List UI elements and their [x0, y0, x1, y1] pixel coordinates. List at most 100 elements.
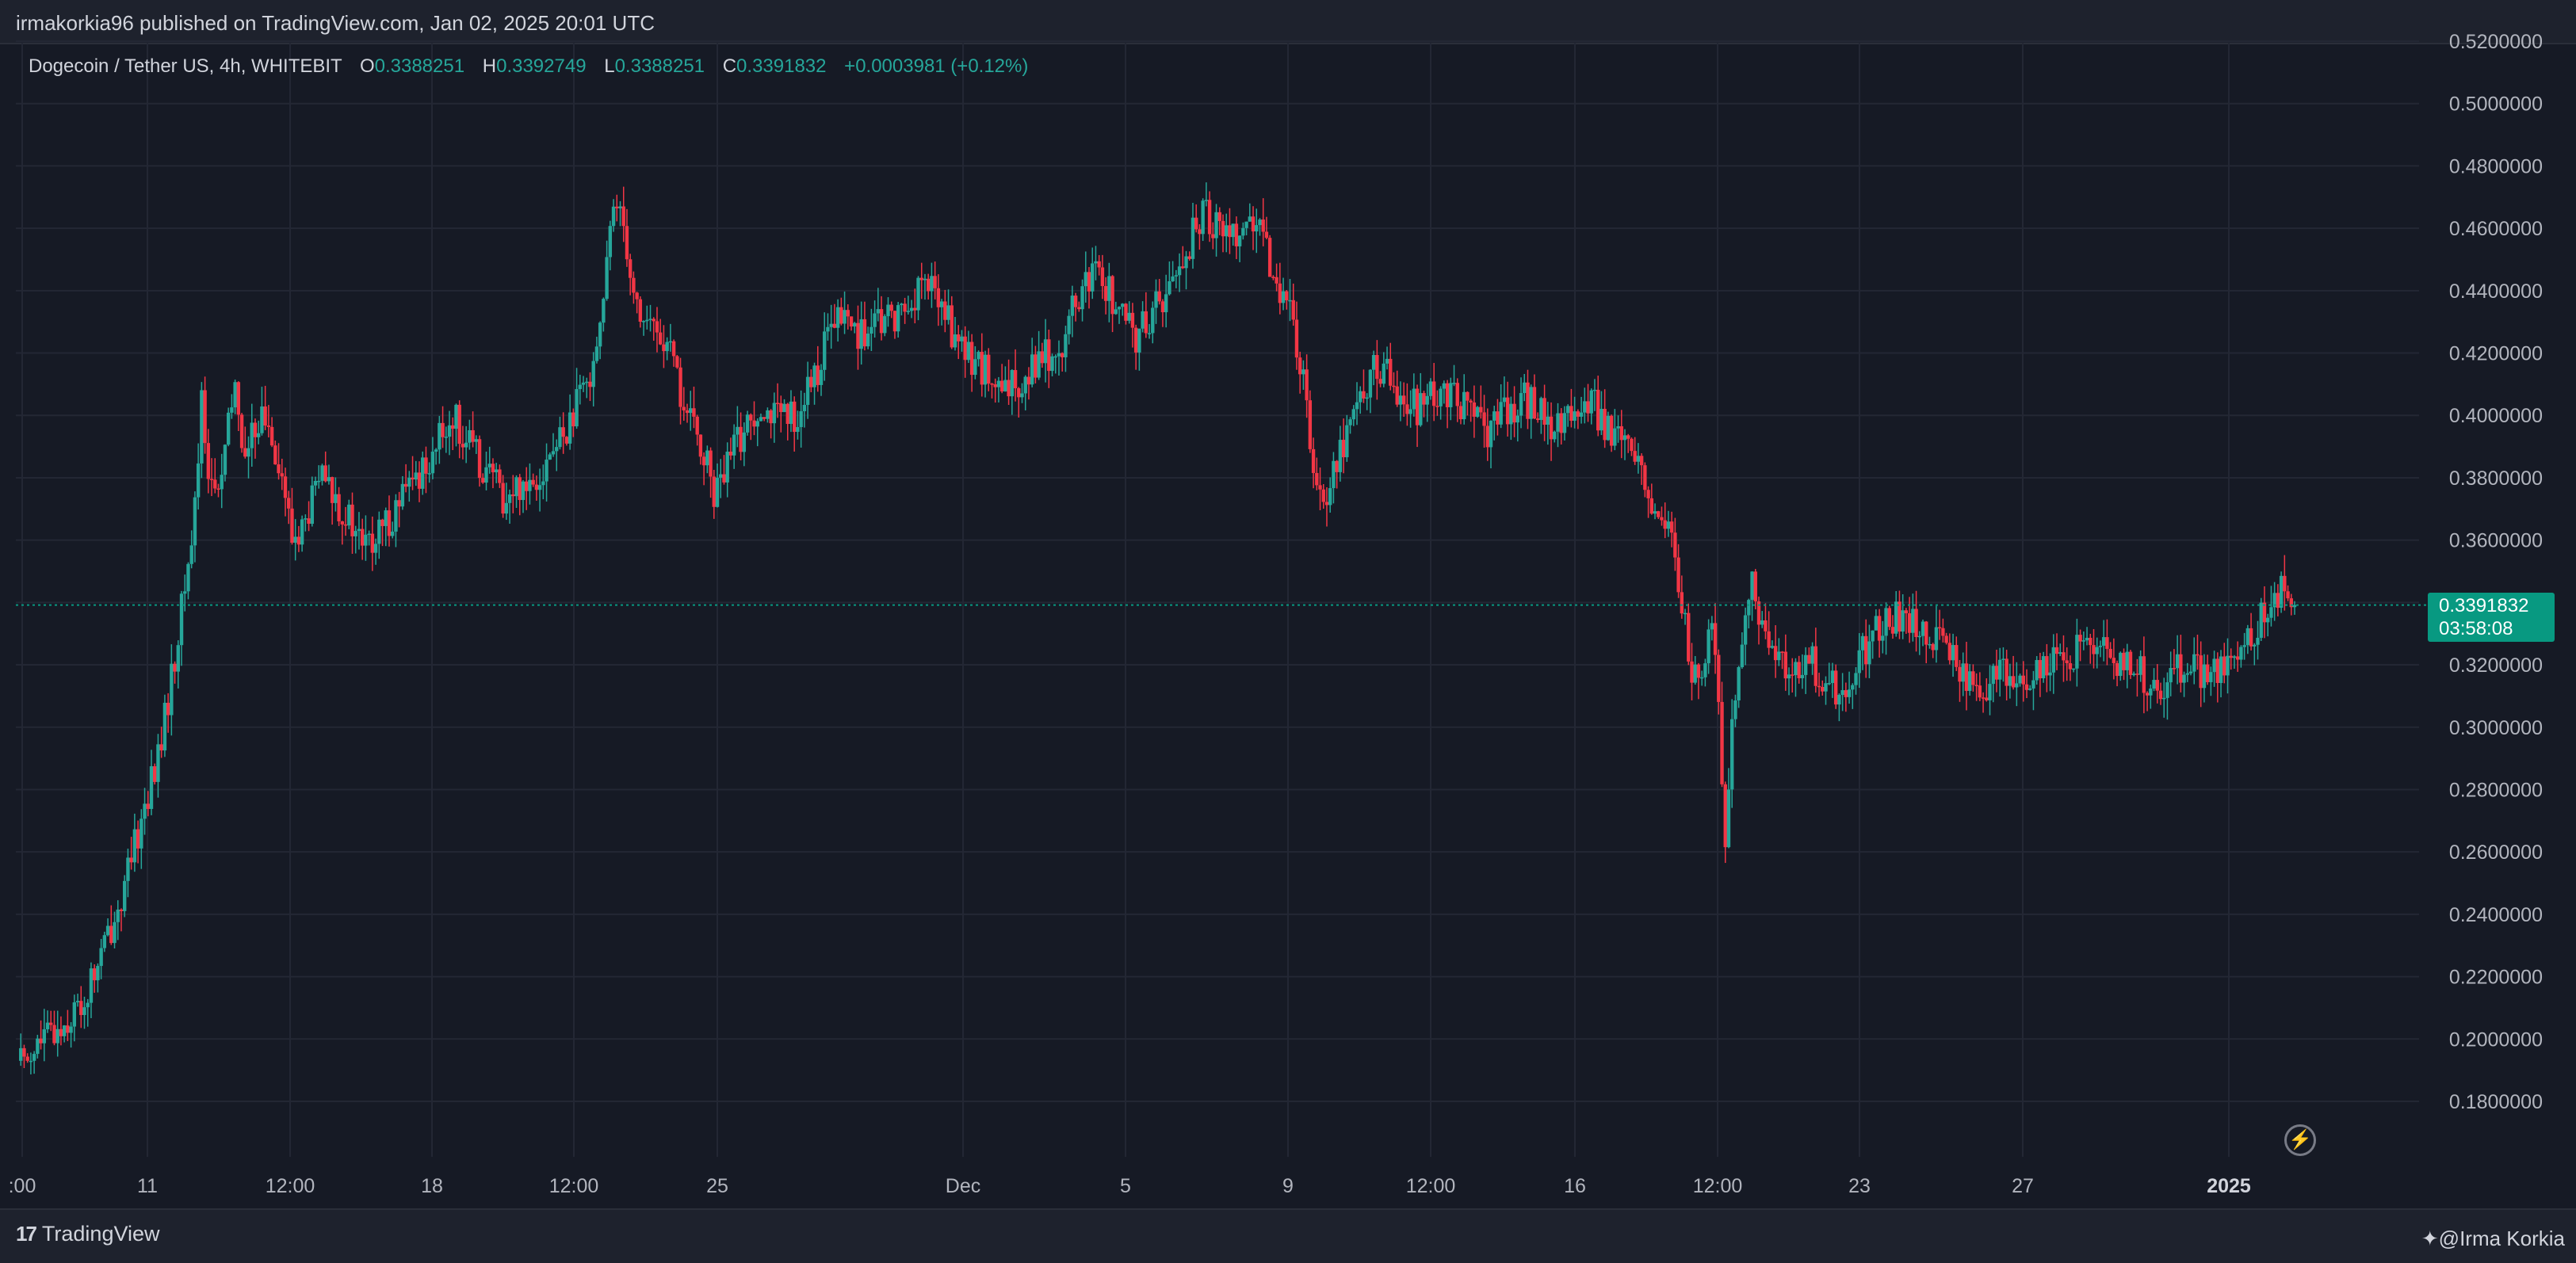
candle-body [116, 909, 120, 922]
high-value: 0.3392749 [496, 55, 587, 77]
candle-body [1693, 664, 1697, 683]
candle [2205, 654, 2210, 685]
candle [1489, 420, 1493, 469]
candle [762, 417, 766, 422]
candle [695, 414, 699, 446]
candle-body [2232, 656, 2237, 658]
candle [273, 441, 277, 465]
candle [1549, 402, 1554, 461]
candle [1699, 670, 1704, 686]
candle [1234, 216, 1239, 260]
candle-body [2289, 598, 2293, 608]
candlestick-chart[interactable]: 0.5200000 0.5000000 0.4800000 0.4600000 0.44… [0, 0, 2576, 1208]
candle-body [839, 307, 843, 324]
candle-body [1479, 406, 1483, 413]
candle [829, 304, 833, 349]
candle-body [1237, 235, 1242, 246]
candle-body [1589, 390, 1593, 414]
candle-body [487, 464, 491, 467]
candle [75, 994, 80, 1007]
candle-body [1710, 623, 1714, 630]
candle [2092, 628, 2096, 669]
candle-body [1502, 397, 1507, 403]
x-tick-label: 25 [706, 1175, 728, 1197]
candle [1770, 640, 1775, 649]
candle-body [1978, 685, 1982, 698]
candle-body [2128, 651, 2133, 675]
candle-body [2095, 647, 2099, 654]
candle-body [1907, 613, 1912, 633]
candle-body [715, 477, 720, 507]
candle [1603, 389, 1607, 448]
candle-body [1928, 643, 1932, 646]
candle-body [387, 510, 392, 536]
lightning-icon[interactable]: ⚡ [2284, 1124, 2316, 1156]
candle-body [1529, 387, 1533, 419]
candle [287, 490, 291, 525]
candle [1147, 323, 1152, 339]
candle [189, 530, 193, 569]
candle-body [1643, 465, 1647, 490]
candle [1680, 575, 1684, 619]
tradingview-brand[interactable]: 17 TradingView [16, 1222, 160, 1246]
candle-body [75, 1001, 80, 1003]
candle [558, 416, 562, 450]
symbol-name: Dogecoin / Tether US, 4h, WHITEBIT [29, 55, 342, 77]
high-label: H [482, 55, 497, 77]
candle-body [1523, 382, 1527, 394]
candle [1026, 367, 1031, 400]
candle [343, 506, 348, 536]
candle [722, 455, 726, 485]
candle [243, 426, 247, 459]
candle [59, 1016, 63, 1046]
candle [2215, 652, 2220, 703]
candle-body [701, 456, 706, 466]
candle-body [769, 410, 773, 424]
candle-body [853, 322, 857, 327]
candle-body [598, 322, 602, 347]
candle-body [1857, 650, 1861, 673]
candle [86, 998, 90, 1027]
candle [1740, 632, 1745, 670]
candle-body [819, 369, 824, 385]
candle [1462, 374, 1466, 425]
candle [1844, 682, 1848, 712]
candle-body [1332, 460, 1336, 489]
candle [1753, 569, 1757, 610]
candle-body [2101, 637, 2106, 646]
candle-body [2196, 654, 2200, 656]
candle-body [411, 477, 415, 480]
candle [377, 511, 381, 559]
candle [839, 297, 843, 326]
candle-body [350, 504, 354, 536]
candle-body [1097, 261, 1101, 268]
candle-body [876, 309, 881, 314]
candle [919, 262, 923, 300]
candle [2212, 651, 2216, 687]
candle [2179, 635, 2183, 693]
candle-body [1546, 416, 1550, 425]
candle-body [775, 403, 780, 404]
candle [367, 530, 371, 546]
candle-body [632, 277, 636, 293]
candle [2085, 627, 2089, 646]
brand-label: TradingView [41, 1222, 160, 1246]
candle-body [1733, 700, 1737, 719]
candle-body [1285, 291, 1289, 300]
candle-body [943, 301, 947, 320]
candle-body [243, 448, 247, 457]
candle-body [143, 803, 147, 819]
candle [1382, 352, 1385, 387]
candle-body [1794, 662, 1798, 676]
candle [594, 336, 599, 364]
candle [571, 408, 575, 437]
candle-body [1810, 646, 1814, 664]
candle [391, 521, 395, 539]
candle [1921, 619, 1925, 647]
candle-body [555, 447, 559, 452]
candle [209, 458, 214, 497]
candle-body [689, 408, 693, 414]
candle-body [370, 533, 375, 553]
candle [909, 300, 914, 319]
candle-body [1884, 608, 1888, 636]
